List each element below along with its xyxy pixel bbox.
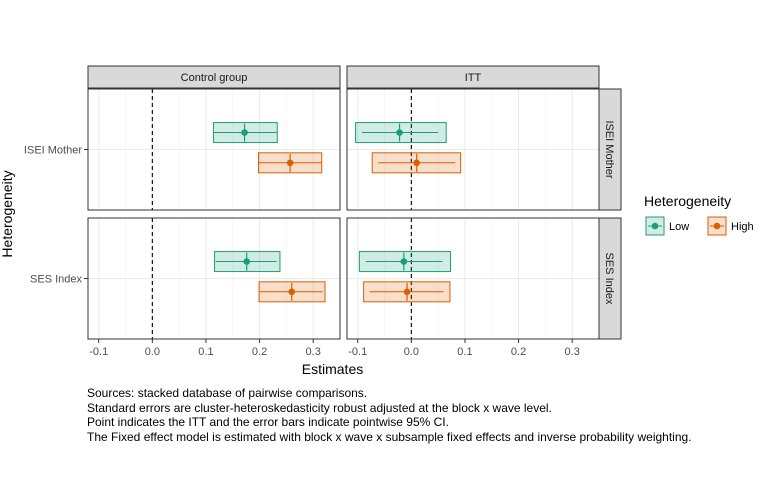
facet-panel (346, 217, 600, 340)
caption-line: Point indicates the ITT and the error ba… (87, 415, 449, 429)
facet-panel (87, 88, 341, 211)
legend-label: Low (669, 221, 689, 233)
column-strip (87, 65, 341, 89)
estimate-point (396, 129, 403, 136)
panel-border (346, 88, 600, 211)
x-tick-label: 0.1 (457, 346, 472, 358)
column-strip-label: ITT (465, 72, 482, 84)
legend-title: Heterogeneity (644, 193, 731, 209)
x-tick-label: 0.2 (511, 346, 526, 358)
legend: Heterogeneity Low High (644, 193, 754, 236)
legend-key-point (651, 222, 659, 230)
x-tick-label: 0.0 (404, 346, 419, 358)
legend-key-point (713, 222, 721, 230)
y-axis-title: Heterogeneity (0, 170, 15, 257)
caption-line: The Fixed effect model is estimated with… (87, 429, 692, 444)
estimate-point (403, 288, 411, 296)
estimate-point (286, 159, 294, 167)
estimate-point (243, 258, 251, 265)
column-strip (346, 65, 600, 89)
estimate-point (400, 258, 408, 265)
y-tick-label: SES Index (30, 274, 82, 286)
chart-caption: Sources: stacked database of pairwise co… (87, 386, 692, 444)
x-tick-label: 0.3 (306, 346, 321, 358)
row-strip-label: ISEI Mother (603, 120, 615, 178)
y-tick-label: ISEI Mother (24, 145, 82, 157)
x-tick-label: 0.2 (252, 346, 267, 358)
x-tick-label: 0.1 (198, 346, 213, 358)
panel-border (346, 217, 600, 340)
x-tick-label: -0.1 (89, 346, 108, 358)
row-strip-label: SES Index (603, 253, 615, 305)
x-tick-label: 0.3 (565, 346, 580, 358)
column-strip-label: Control group (181, 72, 248, 84)
x-tick-label: 0.0 (145, 346, 160, 358)
x-tick-label: -0.1 (348, 346, 367, 358)
estimate-point (413, 159, 421, 167)
estimate-point (288, 288, 296, 296)
x-axis-title: Estimates (302, 361, 363, 377)
caption-line: Sources: stacked database of pairwise co… (87, 386, 368, 400)
facet-panel (346, 88, 600, 211)
caption-line: Standard errors are cluster-heteroskedas… (87, 400, 552, 415)
legend-label: High (731, 221, 754, 233)
facet-panel (87, 217, 341, 340)
estimate-point (241, 129, 248, 136)
